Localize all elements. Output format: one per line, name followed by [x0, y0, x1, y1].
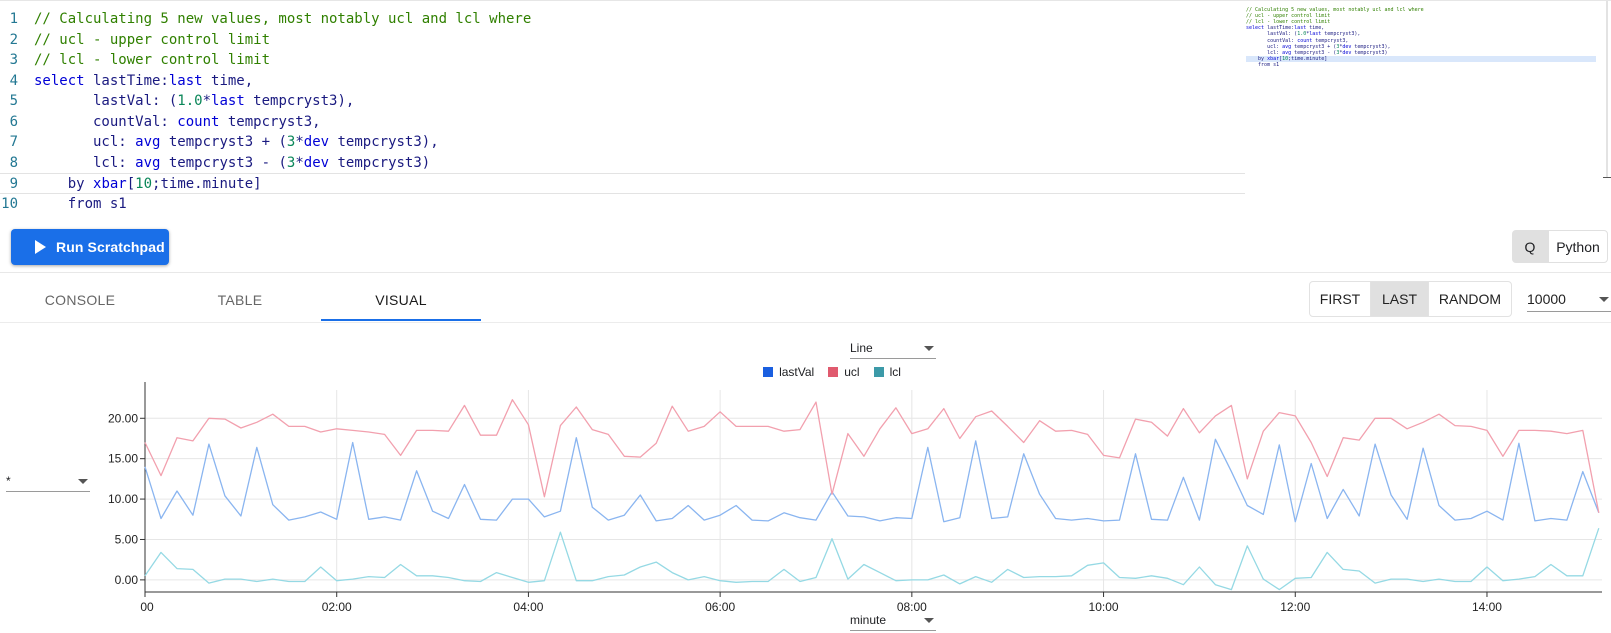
minimap[interactable]: // Calculating 5 new values, most notabl…: [1246, 7, 1596, 77]
overview-ruler-marker: [1603, 177, 1611, 178]
random-rows-button[interactable]: RANDOM: [1428, 281, 1512, 317]
code-line[interactable]: 3 // lcl - lower control limit: [0, 50, 1245, 71]
minimap-line: ucl: avg tempcryst3 + (3*dev tempcryst3)…: [1246, 43, 1391, 50]
row-count-value: 10000: [1527, 291, 1566, 307]
code-line[interactable]: 7 ucl: avg tempcryst3 + (3*dev tempcryst…: [0, 132, 1245, 153]
run-scratchpad-label: Run Scratchpad: [56, 239, 165, 255]
legend-swatch: [873, 367, 884, 377]
x-tick-label: 14:00: [1472, 600, 1502, 612]
minimap-line: // ucl - upper control limit: [1246, 13, 1331, 20]
code-line[interactable]: 8 lcl: avg tempcryst3 - (3*dev tempcryst…: [0, 153, 1245, 174]
active-tab-indicator: [321, 319, 481, 321]
series-line-ucl: [144, 399, 1600, 513]
line-number: 1: [9, 11, 18, 27]
minimap-line: select lastTime:last time,: [1246, 25, 1325, 32]
y-tick-label: 10.00: [108, 492, 138, 506]
x-tick-label: 06:00: [705, 600, 735, 612]
chevron-down-icon: [1599, 297, 1609, 302]
y-tick-label: 0.00: [115, 573, 139, 587]
line-number: 6: [9, 113, 18, 130]
y-tick-label: 20.00: [108, 411, 138, 425]
minimap-line: from s1: [1246, 61, 1280, 68]
tab-table[interactable]: TABLE: [217, 292, 263, 308]
minimap-line: by xbar[10;time.minute]: [1246, 55, 1328, 62]
code-editor[interactable]: 1 // Calculating 5 new values, most notab…: [0, 0, 1611, 219]
legend-item-lcl[interactable]: lcl: [873, 365, 901, 379]
row-count-select[interactable]: 10000: [1527, 289, 1611, 312]
legend-swatch: [828, 367, 839, 377]
line-number: 2: [9, 31, 18, 48]
legend-item-ucl[interactable]: ucl: [828, 365, 860, 379]
divider: [0, 272, 1611, 273]
x-tick-label: 04:00: [513, 600, 543, 612]
divider: [0, 322, 1611, 323]
chevron-down-icon: [924, 346, 934, 351]
series-line-lastval: [144, 437, 1600, 523]
line-number: 5: [9, 93, 18, 109]
line-chart: 0.00 5.00 10.00 15.00 20.00 00 02:00 04:00 06:00…: [108, 382, 1602, 612]
code-text: countVal: count tempcryst3,: [34, 113, 321, 130]
legend-label: ucl: [844, 365, 860, 379]
minimap-line: countVal: count tempcryst3,: [1246, 37, 1349, 44]
minimap-line: // lcl - lower control limit: [1246, 19, 1331, 26]
y-tick-label: 5.00: [115, 532, 139, 546]
minimap-line: lcl: avg tempcryst3 - (3*dev tempcryst3): [1246, 49, 1388, 56]
series-filter-value: *: [6, 474, 11, 488]
x-axis-select[interactable]: minute: [850, 612, 936, 631]
x-tick-label: 10:00: [1089, 600, 1119, 612]
code-text: from s1: [34, 195, 127, 212]
x-tick-label: 12:00: [1280, 600, 1310, 612]
tab-console[interactable]: CONSOLE: [44, 292, 116, 308]
code-text: by xbar[10;time.minute]: [34, 176, 262, 192]
chevron-down-icon: [78, 479, 88, 484]
line-number: 10: [1, 195, 18, 212]
code-text: lcl: avg tempcryst3 - (3*dev tempcryst3): [34, 154, 431, 171]
last-rows-button[interactable]: LAST: [1370, 281, 1429, 317]
chart-type-value: Line: [850, 341, 873, 355]
play-icon: [35, 240, 46, 254]
language-python-toggle[interactable]: Python: [1548, 230, 1608, 263]
code-text: // Calculating 5 new values, most notabl…: [34, 11, 532, 27]
code-line[interactable]: 4 select lastTime:last time,: [0, 71, 1245, 92]
code-line[interactable]: 1 // Calculating 5 new values, most notab…: [0, 9, 1245, 30]
language-q-toggle[interactable]: Q: [1512, 230, 1548, 263]
code-line[interactable]: 10 from s1: [0, 194, 1245, 215]
chart-type-select[interactable]: Line: [850, 340, 936, 359]
line-number: 7: [9, 134, 18, 150]
legend-item-lastval[interactable]: lastVal: [763, 365, 814, 379]
code-text: lastVal: (1.0*last tempcryst3),: [34, 93, 355, 109]
minimap-current-line: [1246, 55, 1596, 62]
x-axis-value: minute: [850, 613, 887, 627]
tab-visual[interactable]: VISUAL: [375, 292, 427, 308]
chevron-down-icon: [924, 618, 934, 623]
code-text: select lastTime:last time,: [34, 72, 254, 89]
code-line[interactable]: 6 countVal: count tempcryst3,: [0, 112, 1245, 133]
legend-swatch: [763, 367, 774, 377]
series-filter-select[interactable]: *: [6, 473, 90, 492]
x-tick-label: 08:00: [897, 600, 927, 612]
code-line[interactable]: 2 // ucl - upper control limit: [0, 30, 1245, 51]
scrollbar-track[interactable]: [1606, 1, 1608, 177]
first-rows-button[interactable]: FIRST: [1309, 281, 1371, 317]
x-tick-label: 00: [140, 600, 154, 612]
minimap-line: // Calculating 5 new values, most notabl…: [1246, 7, 1424, 13]
legend-label: lcl: [889, 365, 901, 379]
series-line-lcl: [144, 527, 1600, 591]
code-text: // lcl - lower control limit: [34, 52, 271, 68]
run-scratchpad-button[interactable]: Run Scratchpad: [11, 229, 169, 265]
legend-label: lastVal: [779, 365, 815, 379]
line-number: 3: [9, 52, 18, 68]
minimap-line: lastVal: (1.0*last tempcryst3),: [1246, 31, 1361, 38]
chart-legend: lastVal ucl lcl: [0, 364, 1611, 380]
code-line[interactable]: 9 by xbar[10;time.minute]: [0, 173, 1245, 194]
line-number: 9: [9, 176, 18, 192]
code-text: ucl: avg tempcryst3 + (3*dev tempcryst3)…: [34, 134, 439, 150]
code-line[interactable]: 5 lastVal: (1.0*last tempcryst3),: [0, 91, 1245, 112]
code-text: // ucl - upper control limit: [34, 31, 271, 48]
line-number: 4: [9, 72, 18, 89]
y-tick-label: 15.00: [108, 452, 138, 466]
x-tick-label: 02:00: [322, 600, 352, 612]
line-number: 8: [9, 154, 18, 171]
